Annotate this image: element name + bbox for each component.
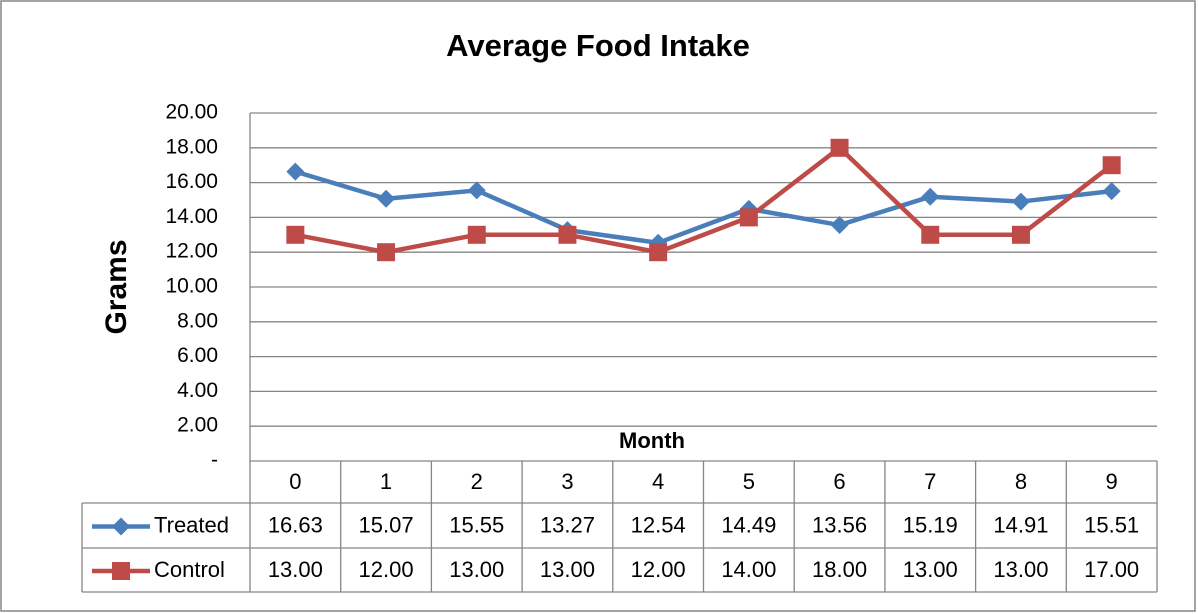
table-value: 13.27	[540, 512, 595, 537]
x-axis-title: Month	[619, 428, 685, 453]
x-tick-label: 7	[924, 469, 936, 494]
marker	[830, 138, 849, 157]
table-value: 15.19	[903, 512, 958, 537]
table-value: 15.55	[449, 512, 504, 537]
legend-label: Control	[154, 557, 225, 582]
marker	[286, 225, 305, 244]
marker	[377, 189, 396, 208]
legend-marker	[112, 517, 130, 536]
marker	[467, 181, 486, 200]
table-value: 12.00	[631, 557, 686, 582]
x-tick-label: 3	[561, 469, 573, 494]
legend-label: Treated	[154, 512, 229, 537]
y-tick-label: -	[211, 449, 218, 472]
x-tick-label: 5	[743, 469, 755, 494]
marker	[921, 187, 940, 206]
marker	[649, 243, 668, 262]
table-value: 16.63	[268, 512, 323, 537]
y-tick-label: 14.00	[165, 205, 218, 228]
table-value: 13.00	[449, 557, 504, 582]
table-value: 13.56	[812, 512, 867, 537]
y-tick-label: 2.00	[177, 414, 218, 437]
table-value: 15.51	[1084, 512, 1139, 537]
y-tick-label: 18.00	[165, 135, 218, 158]
table-value: 13.00	[993, 557, 1048, 582]
marker	[467, 225, 486, 244]
x-tick-label: 8	[1015, 469, 1027, 494]
legend-marker	[112, 562, 130, 580]
chart-title: Average Food Intake	[446, 28, 750, 63]
y-axis-title: Grams	[100, 239, 133, 334]
marker	[1102, 182, 1121, 201]
x-tick-label: 6	[833, 469, 845, 494]
marker	[1102, 156, 1121, 175]
series-line	[294, 169, 1112, 246]
y-tick-label: 10.00	[165, 275, 218, 298]
marker	[1011, 225, 1030, 244]
y-tick-label: 6.00	[177, 344, 218, 367]
marker	[739, 208, 758, 227]
table-value: 15.07	[359, 512, 414, 537]
x-tick-label: 2	[471, 469, 483, 494]
marker	[921, 225, 940, 244]
y-tick-label: 8.00	[177, 309, 218, 332]
table-value: 13.00	[268, 557, 323, 582]
table-value: 14.49	[721, 512, 776, 537]
series-line	[294, 145, 1114, 255]
x-tick-label: 1	[380, 469, 392, 494]
table-value: 12.54	[631, 512, 686, 537]
marker	[377, 243, 396, 262]
table-value: 13.00	[903, 557, 958, 582]
marker	[1011, 192, 1030, 211]
table-value: 17.00	[1084, 557, 1139, 582]
marker	[558, 225, 577, 244]
y-tick-label: 4.00	[177, 379, 218, 402]
y-tick-label: 12.00	[165, 240, 218, 263]
table-value: 13.00	[540, 557, 595, 582]
y-tick-label: 16.00	[165, 170, 218, 193]
table-value: 14.00	[721, 557, 776, 582]
marker	[830, 216, 849, 235]
y-tick-label: 20.00	[165, 101, 218, 124]
x-tick-label: 0	[289, 469, 301, 494]
marker	[286, 162, 305, 181]
x-tick-label: 4	[652, 469, 664, 494]
table-value: 14.91	[993, 512, 1048, 537]
table-value: 12.00	[359, 557, 414, 582]
x-tick-label: 9	[1106, 469, 1118, 494]
table-value: 18.00	[812, 557, 867, 582]
